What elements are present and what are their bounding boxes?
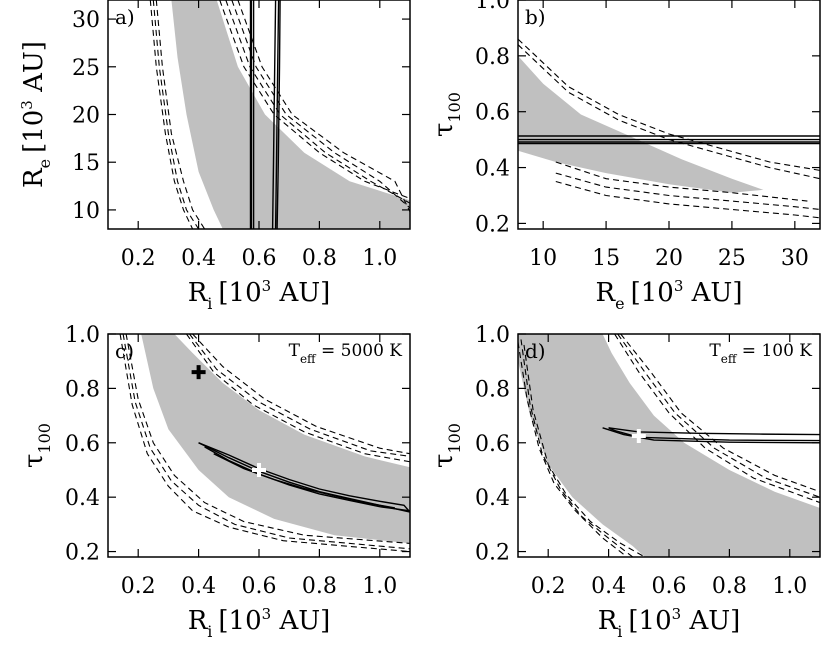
dashed-contour <box>520 339 634 557</box>
y-tick-label: 15 <box>72 151 100 176</box>
plot-area <box>149 0 410 229</box>
solid-contour <box>274 0 280 229</box>
x-tick-label: 0.6 <box>652 574 687 599</box>
x-tick-label: 30 <box>781 246 809 271</box>
y-tick-label: 1.0 <box>65 323 100 348</box>
x-tick-label: 1.0 <box>772 574 807 599</box>
x-axis-label: Ri [103 AU] <box>598 605 741 641</box>
x-tick-label: 1.0 <box>362 246 397 271</box>
best-fit-marker <box>252 462 266 477</box>
solid-contour <box>213 453 396 509</box>
x-tick-label: 0.8 <box>302 246 337 271</box>
plot-area <box>119 334 410 553</box>
solid-contour <box>271 0 277 229</box>
solid-contour <box>608 427 820 436</box>
y-axis-label: Re[103 AU] <box>18 41 54 188</box>
y-tick-label: 1.0 <box>475 323 510 348</box>
x-tick-label: 20 <box>655 246 683 271</box>
y-tick-label: 0.6 <box>475 101 510 126</box>
y-tick-label: 0.2 <box>65 541 100 566</box>
x-tick-label: 0.4 <box>181 574 216 599</box>
panel-c: 0.2 0.4 0.6 0.8 1.0 0.2 0.4 0.6 0.8 1.0 c) Teff = 5… <box>19 323 411 641</box>
dashed-contour <box>555 161 808 202</box>
solid-contour <box>198 442 410 513</box>
y-tick-label: 0.6 <box>65 432 100 457</box>
y-tick-label: 0.8 <box>65 377 100 402</box>
y-tick-label: 0.6 <box>475 432 510 457</box>
y-tick-label: 30 <box>72 8 100 33</box>
panel-label: b) <box>525 5 546 29</box>
y-tick-label: 0.4 <box>65 486 100 511</box>
panel-b: 10 15 20 25 30 0.2 0.4 0.6 0.8 1.0 b) Re [103 AU] τ10… <box>429 0 821 313</box>
x-tick-label: 0.4 <box>181 246 216 271</box>
panel-d: 0.2 0.4 0.6 0.8 1.0 0.2 0.4 0.6 0.8 1.0 d) Teff = 1… <box>429 323 821 641</box>
x-axis-label: Ri [103 AU] <box>188 605 331 641</box>
x-tick-label: 0.6 <box>242 574 277 599</box>
dashed-contour <box>620 334 820 493</box>
y-tick-label: 0.4 <box>475 486 510 511</box>
plot-area <box>518 38 820 219</box>
x-tick-label: 0.4 <box>591 574 626 599</box>
panel-label: a) <box>115 5 135 29</box>
y-axis-label: τ100 <box>429 92 464 137</box>
dashed-contour <box>555 180 820 219</box>
dashed-contour <box>149 0 194 229</box>
x-tick-label: 0.8 <box>712 574 747 599</box>
dashed-contour <box>119 334 410 553</box>
dashed-contour <box>125 334 410 544</box>
x-tick-label: 0.2 <box>121 246 156 271</box>
y-tick-label: 0.2 <box>475 541 510 566</box>
best-fit-marker <box>631 428 646 443</box>
y-axis-label: τ100 <box>429 423 464 468</box>
solid-contour <box>204 446 410 512</box>
x-tick-label: 25 <box>718 246 746 271</box>
dashed-contour <box>237 0 410 213</box>
solid-contour <box>602 427 820 444</box>
dashed-contour <box>155 0 206 229</box>
confidence-region <box>518 55 764 193</box>
y-axis-label: τ100 <box>19 423 54 468</box>
y-tick-label: 10 <box>72 199 100 224</box>
solid-contour <box>276 0 281 229</box>
confidence-region <box>141 334 410 544</box>
x-tick-label: 15 <box>592 246 620 271</box>
x-tick-label: 0.6 <box>242 246 277 271</box>
x-tick-label: 0.8 <box>302 574 337 599</box>
x-tick-label: 10 <box>529 246 557 271</box>
confidence-region <box>171 0 410 229</box>
x-axis-label: Re [103 AU] <box>596 277 743 313</box>
confidence-region <box>518 334 820 557</box>
temperature-annotation: Teff = 100 K <box>709 341 812 366</box>
y-tick-label: 0.8 <box>475 377 510 402</box>
y-tick-label: 1.0 <box>475 0 510 14</box>
x-tick-label: 1.0 <box>362 574 397 599</box>
panel-a: 0.2 0.4 0.6 0.8 1.0 10 15 20 25 30 a) Ri [103 AU] Re[… <box>18 0 411 313</box>
dashed-contour <box>614 334 820 504</box>
dashed-contour <box>617 334 820 498</box>
plot-area <box>518 334 820 557</box>
dashed-contour <box>152 0 200 229</box>
x-tick-label: 0.2 <box>531 574 566 599</box>
dashed-contour <box>518 38 820 171</box>
dashed-contour <box>523 344 646 557</box>
y-tick-label: 0.8 <box>475 45 510 70</box>
panel-label: c) <box>115 339 134 363</box>
best-fit-marker <box>191 365 206 380</box>
x-axis-label: Ri [103 AU] <box>188 277 331 313</box>
x-tick-label: 0.2 <box>121 574 156 599</box>
dashed-contour <box>555 172 820 211</box>
y-tick-label: 20 <box>72 104 100 129</box>
y-tick-label: 25 <box>72 56 100 81</box>
y-tick-label: 0.2 <box>475 212 510 237</box>
panel-label: d) <box>525 339 546 363</box>
dashed-contour <box>122 334 410 550</box>
y-tick-label: 0.4 <box>475 157 510 182</box>
temperature-annotation: Teff = 5000 K <box>289 341 403 366</box>
